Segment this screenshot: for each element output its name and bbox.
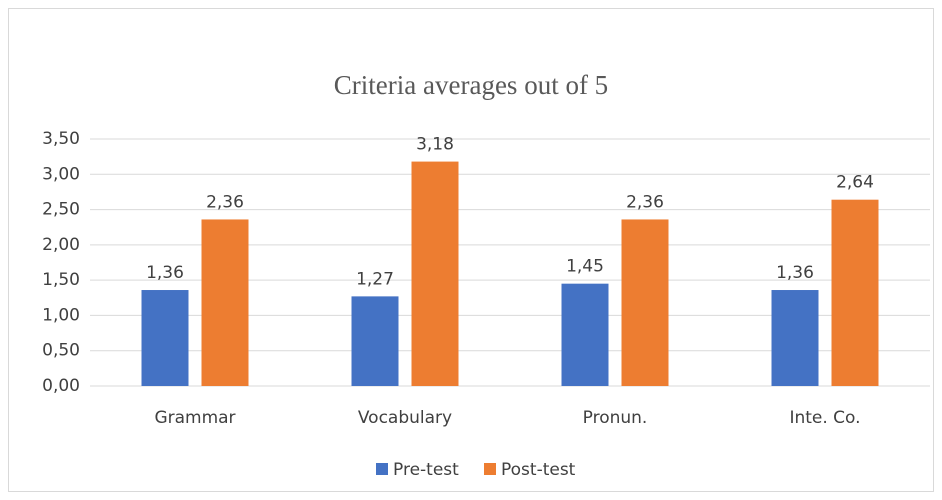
bar <box>351 296 399 386</box>
y-tick-label: 1,00 <box>42 305 80 325</box>
chart-border <box>8 8 934 492</box>
bar <box>201 219 249 386</box>
legend-swatch <box>376 463 388 475</box>
data-label: 2,64 <box>836 173 874 193</box>
y-tick-label: 0,00 <box>42 376 80 396</box>
bar <box>561 283 609 386</box>
bar <box>141 290 189 386</box>
legend-swatch <box>484 463 496 475</box>
data-label: 2,36 <box>206 192 244 212</box>
y-tick-label: 1,50 <box>42 270 80 290</box>
data-label: 3,18 <box>416 135 454 155</box>
y-tick-label: 0,50 <box>42 341 80 361</box>
bar <box>831 199 879 386</box>
data-label: 1,36 <box>146 263 184 283</box>
bar <box>771 290 819 386</box>
y-tick-label: 3,50 <box>42 129 80 149</box>
data-label: 1,36 <box>776 263 814 283</box>
chart-title: Criteria averages out of 5 <box>334 70 608 100</box>
bar <box>621 219 669 386</box>
bar <box>411 161 459 386</box>
x-tick-label: Grammar <box>154 408 235 428</box>
legend-label: Pre-test <box>393 460 459 480</box>
y-tick-label: 2,50 <box>42 200 80 220</box>
x-tick-label: Vocabulary <box>358 408 452 428</box>
data-label: 1,45 <box>566 257 604 277</box>
y-tick-label: 2,00 <box>42 235 80 255</box>
data-label: 1,27 <box>356 269 394 289</box>
data-label: 2,36 <box>626 192 664 212</box>
y-tick-label: 3,00 <box>42 164 80 184</box>
x-tick-label: Pronun. <box>583 408 648 428</box>
x-tick-label: Inte. Co. <box>789 408 860 428</box>
legend-label: Post-test <box>501 460 576 480</box>
